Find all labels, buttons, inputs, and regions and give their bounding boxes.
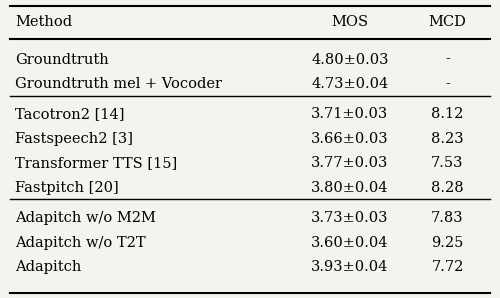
Text: Fastpitch [20]: Fastpitch [20] xyxy=(15,181,119,195)
Text: 8.12: 8.12 xyxy=(432,108,464,121)
Text: Groundtruth: Groundtruth xyxy=(15,53,109,66)
Text: 8.23: 8.23 xyxy=(431,132,464,146)
Text: 9.25: 9.25 xyxy=(432,236,464,249)
Text: MOS: MOS xyxy=(332,15,368,29)
Text: 4.73±0.04: 4.73±0.04 xyxy=(312,77,388,91)
Text: 3.93±0.04: 3.93±0.04 xyxy=(312,260,388,274)
Text: -: - xyxy=(445,53,450,66)
Text: Adapitch: Adapitch xyxy=(15,260,82,274)
Text: Transformer TTS [15]: Transformer TTS [15] xyxy=(15,156,177,170)
Text: Adapitch w/o M2M: Adapitch w/o M2M xyxy=(15,211,156,225)
Text: Adapitch w/o T2T: Adapitch w/o T2T xyxy=(15,236,146,249)
Text: 8.28: 8.28 xyxy=(431,181,464,195)
Text: 3.77±0.03: 3.77±0.03 xyxy=(312,156,388,170)
Text: 3.71±0.03: 3.71±0.03 xyxy=(312,108,388,121)
Text: Tacotron2 [14]: Tacotron2 [14] xyxy=(15,108,124,121)
Text: MCD: MCD xyxy=(428,15,467,29)
Text: 3.80±0.04: 3.80±0.04 xyxy=(311,181,389,195)
Text: 4.80±0.03: 4.80±0.03 xyxy=(311,53,389,66)
Text: Groundtruth mel + Vocoder: Groundtruth mel + Vocoder xyxy=(15,77,222,91)
Text: 3.73±0.03: 3.73±0.03 xyxy=(311,211,389,225)
Text: -: - xyxy=(445,77,450,91)
Text: 3.66±0.03: 3.66±0.03 xyxy=(311,132,389,146)
Text: Fastspeech2 [3]: Fastspeech2 [3] xyxy=(15,132,133,146)
Text: Method: Method xyxy=(15,15,72,29)
Text: 7.83: 7.83 xyxy=(431,211,464,225)
Text: 7.53: 7.53 xyxy=(431,156,464,170)
Text: 3.60±0.04: 3.60±0.04 xyxy=(311,236,389,249)
Text: 7.72: 7.72 xyxy=(432,260,464,274)
